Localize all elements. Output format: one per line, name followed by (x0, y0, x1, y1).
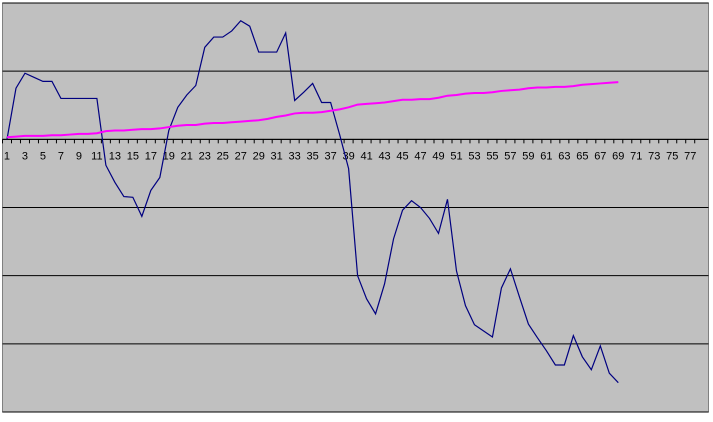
x-tick-label: 23 (199, 150, 211, 162)
x-tick-label: 25 (217, 150, 229, 162)
x-tick-label: 37 (325, 150, 337, 162)
x-tick-label: 43 (378, 150, 390, 162)
x-tick-label: 21 (181, 150, 193, 162)
line-series (6, 81, 619, 139)
x-tick-label: 75 (666, 150, 678, 162)
x-tick-label: 11 (91, 150, 102, 162)
x-tick-label: 31 (271, 150, 283, 162)
x-tick-label: 19 (163, 150, 175, 162)
x-tick-label: 29 (253, 150, 265, 162)
x-tick-label: 67 (594, 150, 606, 162)
x-tick-label: 15 (127, 150, 139, 162)
x-tick-label: 73 (648, 150, 660, 162)
x-tick-label: 49 (432, 150, 444, 162)
x-tick-label: 55 (486, 150, 498, 162)
line-series (6, 19, 619, 384)
x-tick-label: 17 (145, 150, 157, 162)
x-tick-label: 45 (396, 150, 408, 162)
x-tick-label: 63 (558, 150, 570, 162)
x-tick-label: 69 (612, 150, 624, 162)
x-tick-label: 3 (22, 150, 28, 162)
x-tick-label: 33 (289, 150, 301, 162)
x-tick-label: 57 (504, 150, 516, 162)
x-tick-label: 61 (540, 150, 552, 162)
x-tick-label: 53 (468, 150, 480, 162)
x-tick-label: 27 (235, 150, 247, 162)
x-tick-label: 1 (4, 150, 10, 162)
x-tick-label: 5 (40, 150, 46, 162)
x-tick-label: 35 (307, 150, 319, 162)
x-tick-label: 13 (109, 150, 121, 162)
x-tick-label: 77 (684, 150, 696, 162)
x-tick-label: 47 (414, 150, 426, 162)
x-tick-label: 7 (58, 150, 64, 162)
x-tick-label: 59 (522, 150, 534, 162)
x-tick-label: 51 (450, 150, 462, 162)
x-tick-label: 71 (630, 150, 642, 162)
x-tick-label: 65 (576, 150, 588, 162)
x-tick-label: 9 (76, 150, 82, 162)
x-tick-label: 41 (360, 150, 372, 162)
